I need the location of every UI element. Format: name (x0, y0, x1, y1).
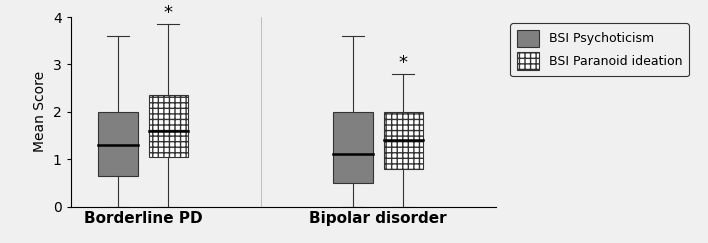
Legend: BSI Psychoticism, BSI Paranoid ideation: BSI Psychoticism, BSI Paranoid ideation (510, 23, 689, 76)
Bar (149, 95, 188, 157)
Y-axis label: Mean Score: Mean Score (33, 71, 47, 152)
Bar (384, 112, 423, 169)
Bar (98, 112, 137, 176)
Text: *: * (164, 4, 173, 22)
Text: *: * (399, 54, 408, 72)
Bar (333, 112, 372, 183)
